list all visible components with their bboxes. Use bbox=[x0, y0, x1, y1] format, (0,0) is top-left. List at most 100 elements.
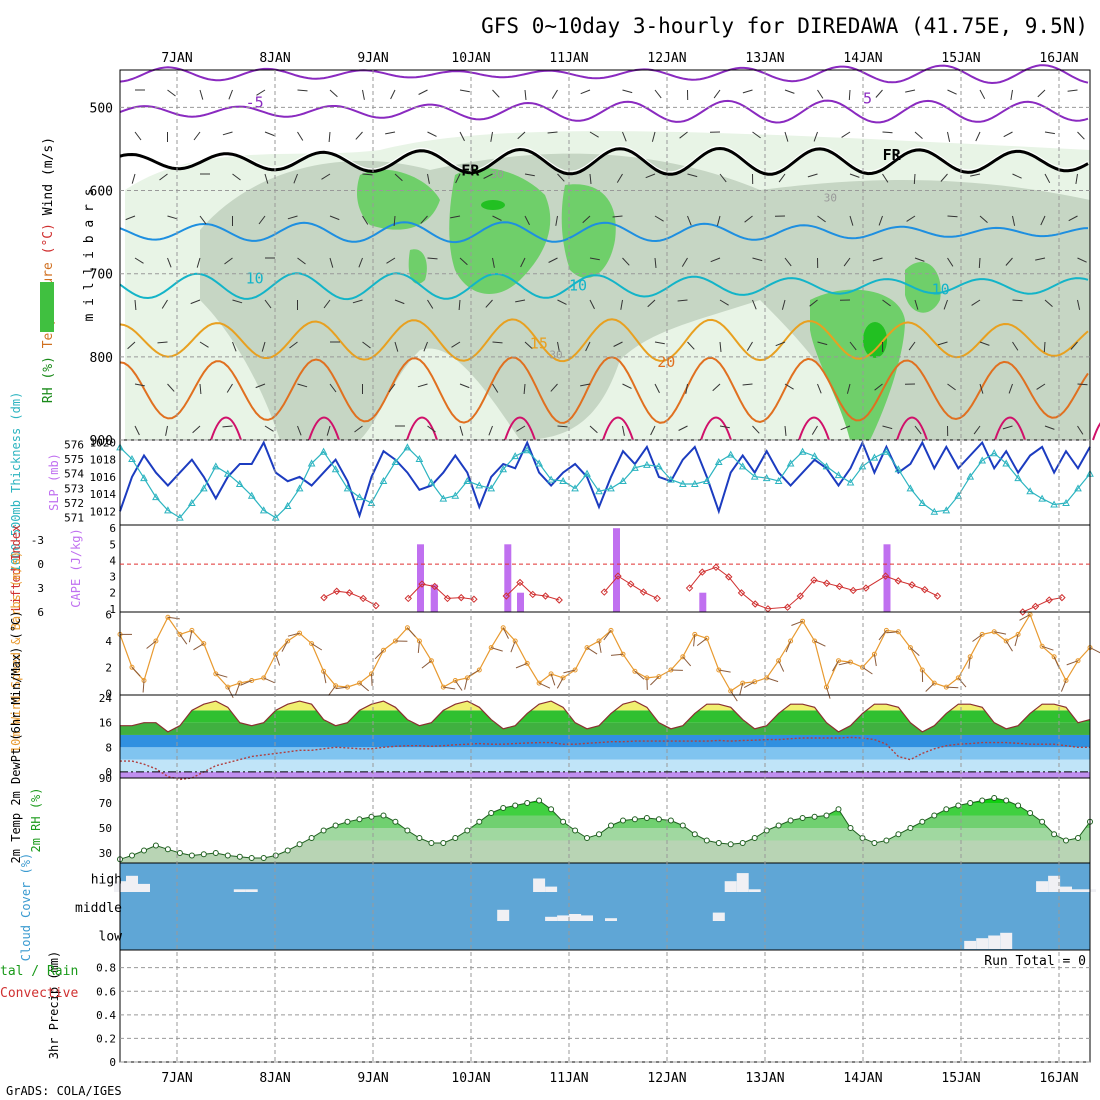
date-label-bottom: 8JAN bbox=[259, 1071, 290, 1086]
wind-point bbox=[704, 635, 710, 641]
cloud-bar bbox=[1072, 889, 1084, 892]
thickness-point bbox=[152, 493, 160, 501]
wind-barb bbox=[386, 257, 396, 264]
li-point bbox=[639, 588, 648, 596]
wind-barb bbox=[781, 299, 786, 310]
wind-barb bbox=[838, 661, 851, 666]
wind-barb bbox=[622, 89, 633, 94]
wind-point bbox=[261, 675, 267, 681]
isotherm-label: -5 bbox=[246, 93, 264, 111]
wind-point bbox=[979, 631, 985, 637]
cloud-axis-label: Cloud Cover (%) bbox=[19, 853, 33, 961]
thickness-point bbox=[211, 462, 220, 470]
cloud-bar bbox=[138, 883, 150, 892]
wind-barb bbox=[937, 341, 948, 346]
thickness-point bbox=[295, 484, 304, 492]
wind-barb bbox=[784, 257, 792, 267]
rh-tick: 50 bbox=[99, 822, 112, 835]
wind-barb bbox=[650, 425, 656, 436]
wind-barb bbox=[232, 173, 241, 181]
wind-barb bbox=[157, 341, 168, 344]
wind-barb bbox=[957, 677, 967, 688]
li-point bbox=[470, 595, 478, 603]
thickness-point bbox=[223, 469, 232, 477]
wind-barb bbox=[311, 643, 323, 651]
wind-barb bbox=[394, 341, 399, 352]
wind-barb bbox=[778, 173, 786, 183]
wind-barb bbox=[813, 131, 818, 142]
cape-tick: 5 bbox=[109, 538, 116, 551]
wind-barb bbox=[784, 383, 794, 390]
temp-band bbox=[120, 771, 1090, 778]
cloud-bar bbox=[724, 881, 737, 892]
thickness-point bbox=[319, 447, 328, 455]
li-point bbox=[627, 580, 635, 588]
wind-barb bbox=[585, 341, 591, 352]
li-point bbox=[698, 568, 706, 576]
wind-barb bbox=[427, 173, 430, 184]
wind-barb bbox=[427, 257, 438, 260]
thickness-point bbox=[451, 491, 460, 499]
rh-point bbox=[991, 795, 998, 801]
wind-barb bbox=[492, 257, 495, 268]
wind-barb bbox=[524, 89, 527, 100]
wind-barb bbox=[459, 425, 464, 436]
isotherm-label: 10 bbox=[932, 280, 950, 298]
wind-barb bbox=[222, 425, 233, 428]
isotherm-25 bbox=[700, 416, 732, 441]
precip-tick: 0.4 bbox=[96, 1009, 116, 1022]
thickness-point bbox=[643, 460, 651, 468]
wind-barb bbox=[134, 383, 145, 387]
y-tick-label: 900 bbox=[90, 434, 113, 449]
wind-barb bbox=[743, 681, 755, 689]
wind-barb bbox=[193, 131, 201, 141]
rh-axis-label: 2m RH (%) bbox=[29, 787, 43, 852]
side-label-part: RH (%) bbox=[41, 348, 56, 403]
thickness-point bbox=[667, 475, 675, 483]
rh-point bbox=[691, 831, 698, 838]
wind-barb bbox=[354, 425, 363, 433]
wind-barb bbox=[589, 425, 598, 434]
rh-band bbox=[120, 798, 1090, 803]
wind-point bbox=[560, 675, 566, 681]
rh-point bbox=[152, 842, 159, 849]
rh-point bbox=[620, 817, 626, 824]
thickness-point bbox=[140, 474, 148, 482]
wind-barb bbox=[407, 627, 416, 638]
li-axis-label: Lifted Index bbox=[9, 525, 23, 612]
wind-barb bbox=[388, 383, 396, 393]
wind-barb bbox=[235, 682, 241, 695]
wind-point bbox=[1027, 612, 1033, 618]
rh-point bbox=[811, 813, 818, 820]
wind-barb bbox=[622, 257, 630, 266]
wind-barb bbox=[612, 215, 623, 218]
wind-barb bbox=[905, 89, 916, 93]
wind-barb bbox=[1077, 383, 1088, 386]
wind-barb bbox=[1077, 299, 1081, 310]
temp-bands bbox=[120, 701, 1090, 778]
wind-barb bbox=[192, 425, 201, 434]
rh-point bbox=[416, 835, 423, 841]
rh-point bbox=[560, 818, 567, 825]
thickness-point bbox=[1050, 500, 1058, 508]
wind-point bbox=[776, 658, 782, 664]
wind-barb bbox=[515, 662, 528, 669]
wind-barb bbox=[199, 341, 209, 348]
rh-point bbox=[320, 827, 327, 834]
li-point bbox=[431, 582, 439, 591]
thickness-point bbox=[176, 513, 184, 521]
cloud-bar bbox=[245, 889, 258, 892]
wind-barb bbox=[841, 131, 851, 138]
wind-barb bbox=[485, 299, 493, 308]
wind-barb bbox=[908, 341, 916, 351]
cape-bar bbox=[430, 592, 438, 612]
wind-barb bbox=[654, 89, 662, 99]
wind-barb bbox=[362, 215, 369, 225]
thickness-point bbox=[990, 449, 999, 457]
wind-barb bbox=[352, 299, 363, 304]
wind-barb bbox=[167, 257, 172, 268]
wind-barb bbox=[730, 690, 738, 702]
li-point bbox=[404, 594, 412, 603]
wind-barb bbox=[551, 89, 558, 99]
wind-barb bbox=[1003, 131, 1013, 138]
